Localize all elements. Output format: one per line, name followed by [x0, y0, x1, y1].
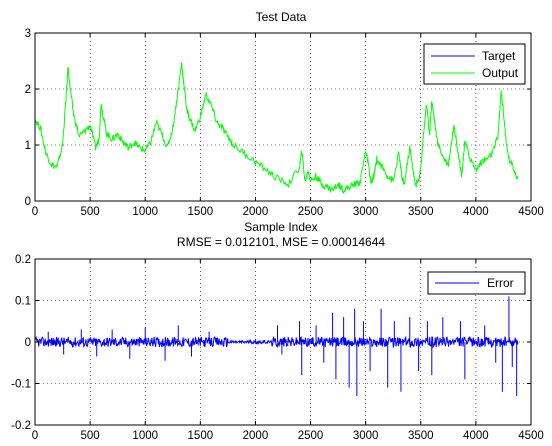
- top-y-tick-label: 2: [25, 84, 31, 96]
- top-y-tick-label: 1: [25, 140, 31, 152]
- top-x-tick-label: 500: [81, 206, 100, 218]
- top-axes: Test Data 0 500 1000 1500 2000 2500 3000 3500 40…: [25, 10, 544, 234]
- bottom-x-tick-label: 2000: [243, 430, 269, 442]
- top-xlabel: Sample Index: [244, 220, 317, 234]
- bottom-x-tick-label: 500: [81, 430, 100, 442]
- series-output-line: [34, 62, 519, 195]
- top-legend-box: [423, 43, 526, 85]
- bottom-x-tick-label: 1500: [188, 430, 214, 442]
- series-error-line: [34, 335, 519, 349]
- bottom-y-tick-label: 0: [25, 337, 31, 349]
- bottom-legend: Error: [427, 271, 526, 295]
- bottom-x-tick-label: 1000: [132, 430, 158, 442]
- top-title: Test Data: [256, 10, 307, 24]
- top-y-tick-label: 3: [25, 28, 31, 40]
- bottom-y-tick-label: -0.2: [11, 420, 31, 432]
- legend-error-label: Error: [487, 276, 514, 290]
- bottom-x-tick-label: 0: [32, 430, 38, 442]
- top-y-tick-label: 0: [25, 196, 31, 208]
- top-x-tick-label: 4000: [463, 206, 489, 218]
- bottom-y-tick-label: -0.1: [11, 379, 31, 391]
- bottom-x-tick-label: 3500: [408, 430, 434, 442]
- top-axes-frame: [34, 32, 532, 202]
- bottom-x-tick-label: 4500: [518, 430, 544, 442]
- top-x-tick-label: 3000: [353, 206, 379, 218]
- top-x-tick-label: 2500: [298, 206, 324, 218]
- legend-target-label: Target: [482, 49, 516, 63]
- top-x-tick-label: 2000: [243, 206, 269, 218]
- top-x-tick-label: 4500: [518, 206, 544, 218]
- bottom-x-tick-label: 4000: [463, 430, 489, 442]
- top-x-tick-label: 0: [32, 206, 38, 218]
- legend-output-label: Output: [482, 66, 519, 80]
- top-x-tick-label: 3500: [408, 206, 434, 218]
- top-x-tick-label: 1000: [132, 206, 158, 218]
- bottom-axes: RMSE = 0.012101, MSE = 0.00014644 0 500 10…: [11, 235, 544, 442]
- bottom-title: RMSE = 0.012101, MSE = 0.00014644: [177, 235, 385, 249]
- top-x-tick-label: 1500: [188, 206, 214, 218]
- top-legend: Target Output: [423, 43, 526, 85]
- bottom-y-tick-label: 0.1: [15, 296, 31, 308]
- bottom-y-tick-label: 0.2: [15, 254, 31, 266]
- bottom-x-tick-label: 2500: [298, 430, 324, 442]
- bottom-x-tick-label: 3000: [353, 430, 379, 442]
